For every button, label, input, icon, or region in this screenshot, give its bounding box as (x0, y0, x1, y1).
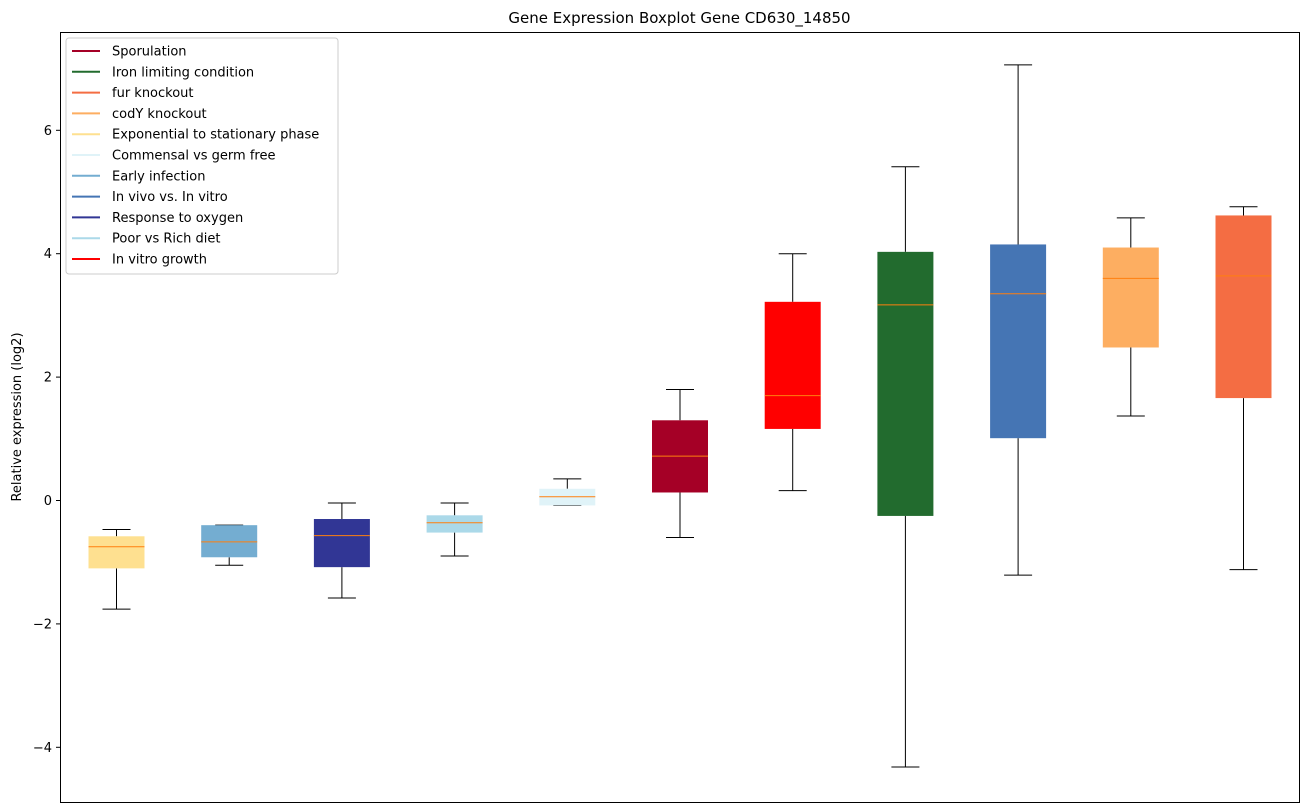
legend-item: Poor vs Rich diet (72, 232, 220, 247)
box-iqr (201, 525, 258, 558)
box-group (764, 253, 821, 492)
legend-item: fur knockout (72, 86, 194, 101)
legend-label: In vivo vs. In vitro (112, 190, 228, 205)
legend-item: In vivo vs. In vitro (72, 190, 228, 205)
legend-item: Iron limiting condition (72, 65, 254, 80)
legend-label: Response to oxygen (112, 211, 243, 226)
y-tick-label: 2 (44, 371, 52, 386)
box-iqr (313, 519, 370, 568)
box-iqr (426, 515, 483, 533)
legend-item: Exponential to stationary phase (72, 128, 319, 143)
box-group (652, 388, 708, 539)
legend-label: Iron limiting condition (112, 65, 254, 80)
y-tick-label: 4 (44, 247, 52, 262)
box-group (1215, 206, 1272, 571)
box-group (539, 478, 596, 506)
legend-label: Poor vs Rich diet (112, 232, 220, 247)
legend-label: In vitro growth (112, 253, 207, 268)
box-group (877, 166, 934, 768)
legend-label: codY knockout (112, 107, 207, 122)
box-group (201, 524, 258, 566)
y-tick-label: 0 (44, 494, 52, 509)
legend-item: Early infection (72, 169, 205, 184)
legend-item: codY knockout (72, 107, 207, 122)
legend-label: Sporulation (112, 45, 187, 60)
box-iqr (1102, 247, 1159, 348)
box-iqr (88, 536, 145, 569)
box-group (88, 528, 145, 610)
box-group (990, 64, 1047, 576)
y-axis: −4 −2 0 2 4 6 (33, 124, 61, 756)
box-iqr (764, 301, 821, 429)
legend-frame (65, 37, 339, 275)
plot-frame (60, 32, 1300, 803)
legend-item: In vitro growth (72, 253, 207, 268)
legend-item: Response to oxygen (72, 211, 243, 226)
box-iqr (877, 251, 934, 516)
box-iqr (1215, 215, 1272, 399)
box-group (1102, 217, 1159, 417)
box-iqr (990, 244, 1047, 439)
y-axis-label: Relative expression (log2) (10, 332, 25, 501)
legend-label: fur knockout (112, 86, 194, 101)
y-tick-label: −4 (33, 741, 52, 756)
legend-label: Commensal vs germ free (112, 149, 275, 164)
legend-label: Exponential to stationary phase (112, 128, 319, 143)
legend: Sporulation Iron limiting condition fur kn… (65, 37, 339, 275)
legend-item: Sporulation (72, 45, 187, 60)
y-tick-label: −2 (33, 617, 52, 632)
chart-title: Gene Expression Boxplot Gene CD630_14850 (508, 9, 850, 28)
plot-area (88, 64, 1272, 768)
box-group (313, 502, 370, 599)
legend-label: Early infection (112, 169, 205, 184)
box-group (426, 502, 483, 557)
y-tick-label: 6 (44, 124, 52, 139)
legend-item: Commensal vs germ free (72, 149, 275, 164)
